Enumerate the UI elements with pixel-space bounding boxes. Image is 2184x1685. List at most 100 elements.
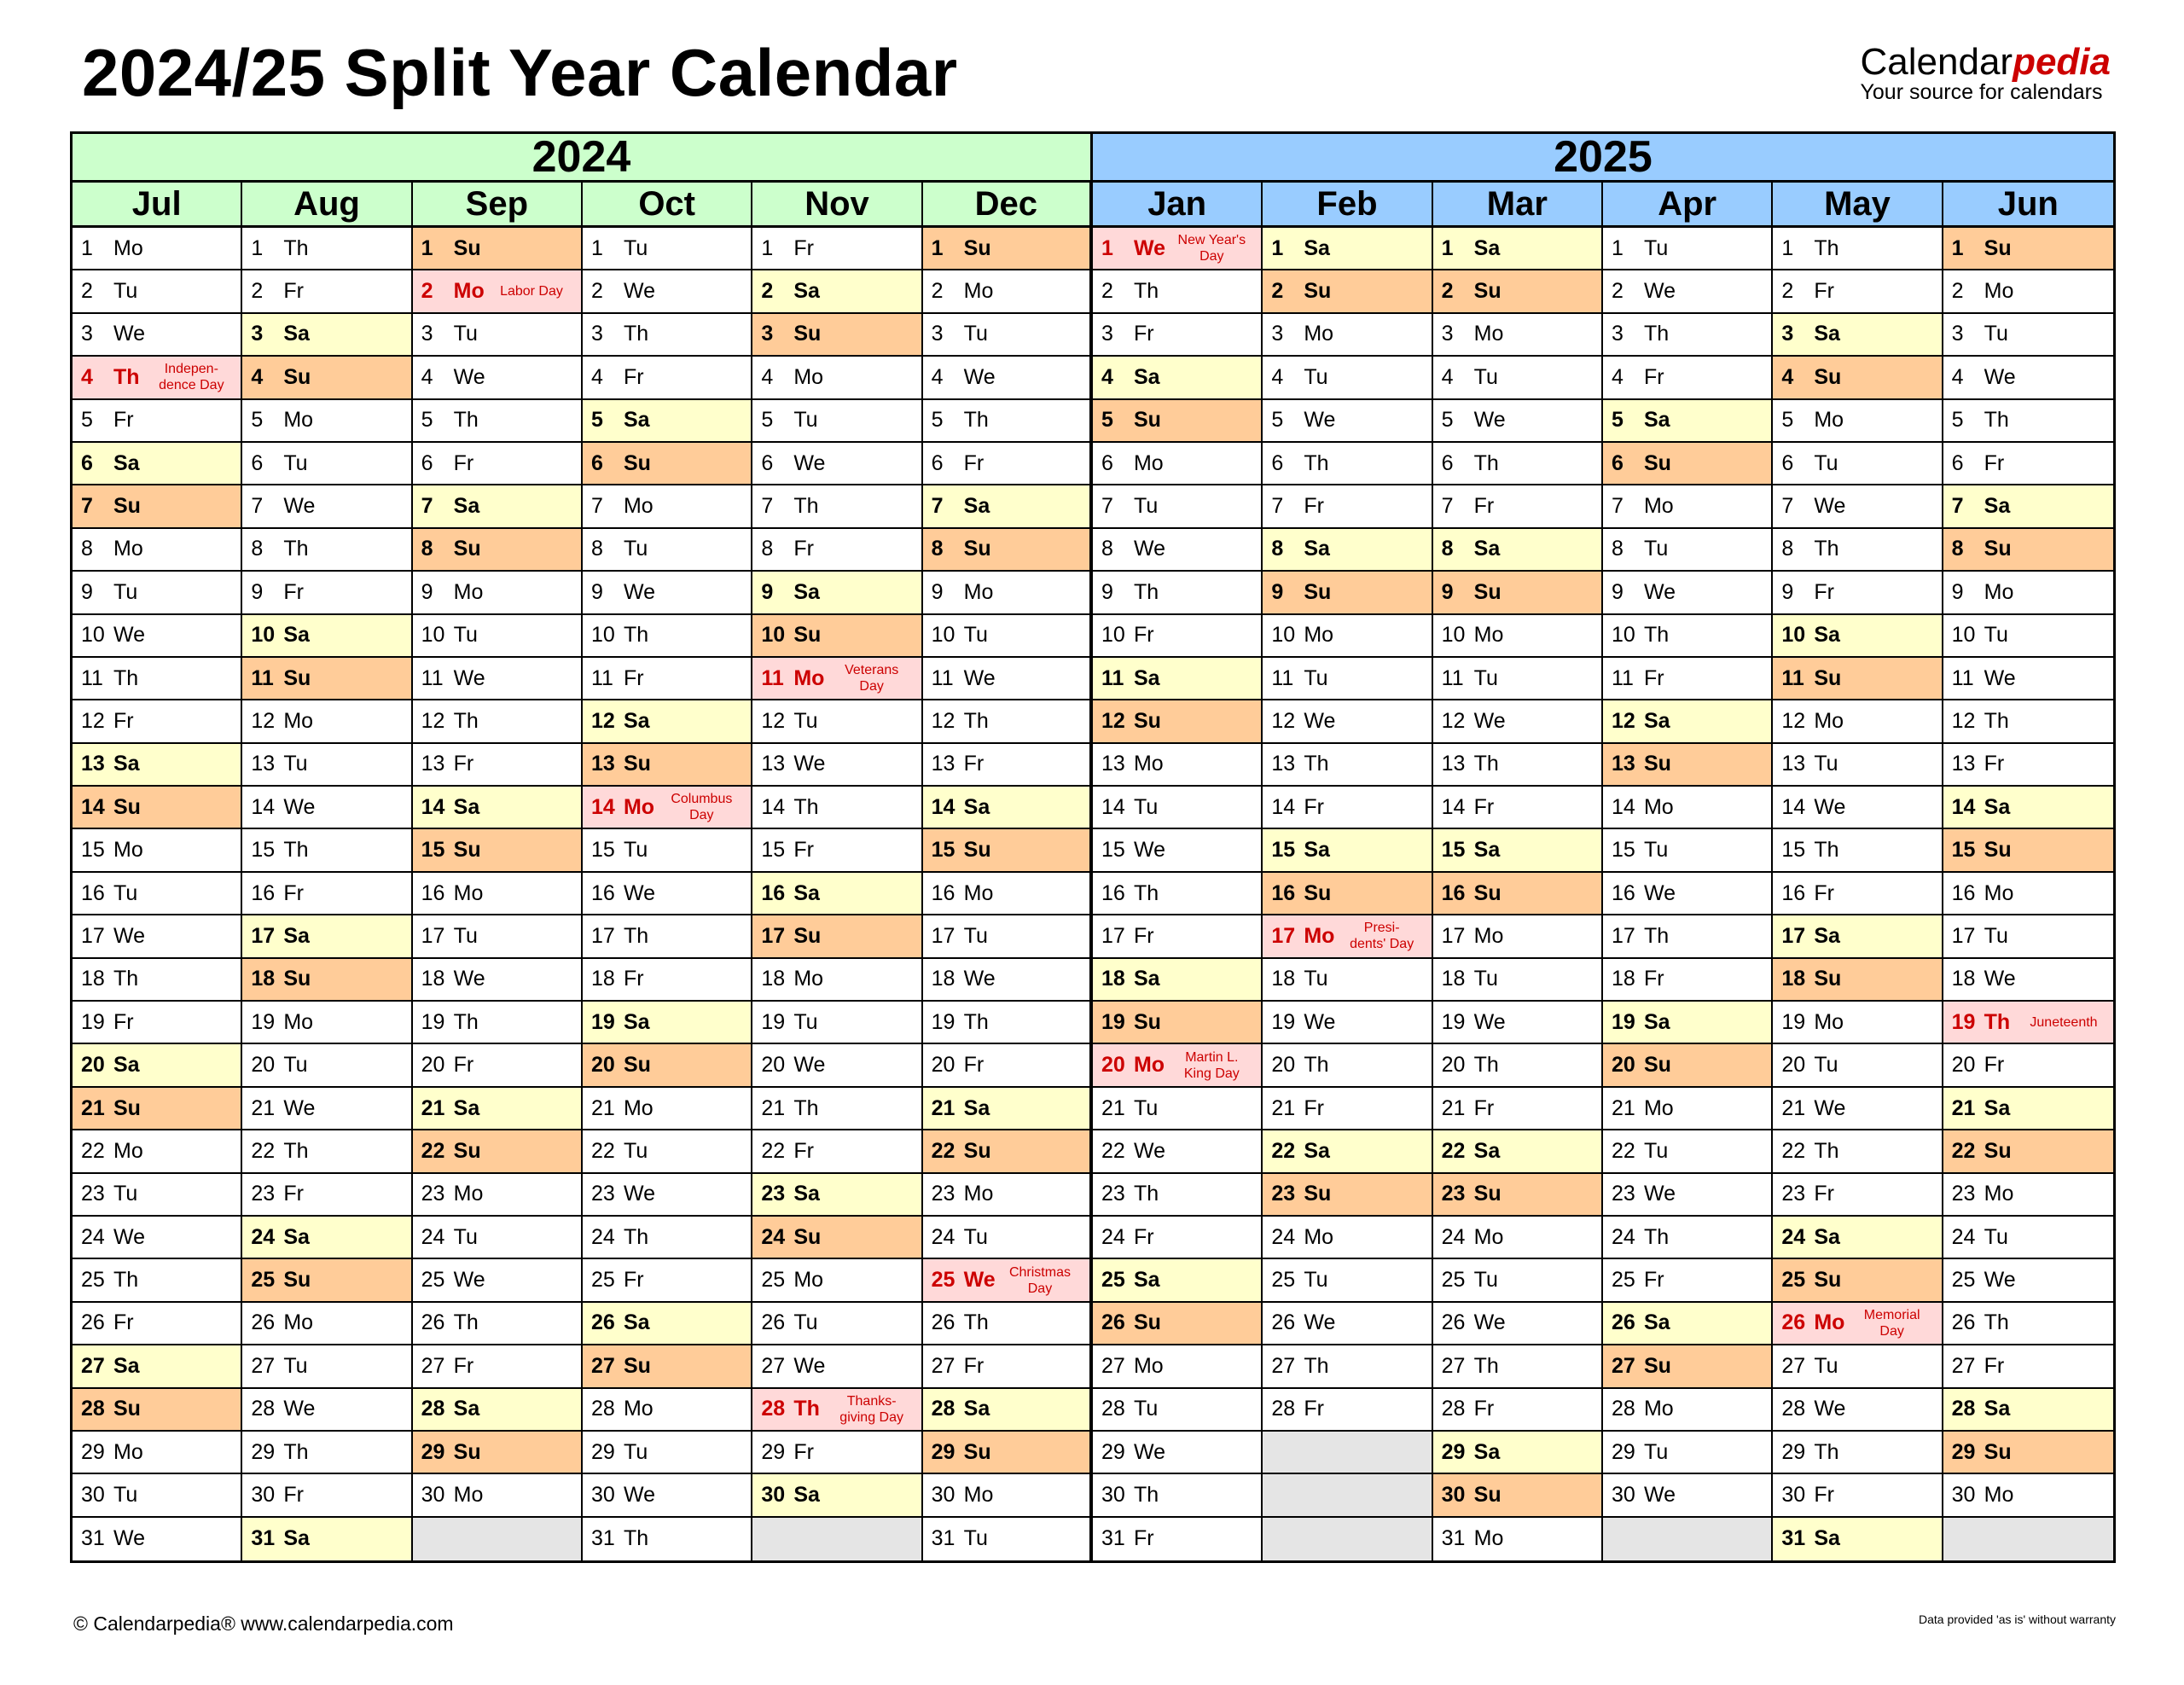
day-number: 12 — [1441, 708, 1466, 733]
day-cell: 17 Fr — [1092, 915, 1262, 959]
weekday-label: Th — [1304, 450, 1329, 475]
day-number: 25 — [421, 1268, 445, 1293]
holiday-day-cell: 25 We Christmas Day — [922, 1259, 1089, 1303]
day-number: 4 — [1611, 364, 1623, 389]
day-number: 16 — [1101, 880, 1125, 905]
weekday-label: Sa — [623, 1310, 650, 1335]
day-number: 30 — [81, 1483, 105, 1508]
day-cell: 25 Su — [1773, 1259, 1942, 1303]
day-number: 1 — [1781, 235, 1794, 260]
weekday-label: Su — [793, 623, 822, 648]
holiday-name: Thanks- giving Day — [839, 1393, 903, 1425]
day-number: 22 — [1781, 1138, 1806, 1163]
day-cell: 12 Th — [1943, 700, 2113, 744]
day-number: 1 — [1441, 235, 1454, 260]
weekday-label: Fr — [1814, 579, 1834, 604]
day-number: 18 — [590, 967, 615, 991]
weekday-label: Mo — [113, 1138, 143, 1163]
day-number: 19 — [1441, 1009, 1466, 1034]
day-cell: 16 Su — [1432, 872, 1601, 916]
day-number: 8 — [81, 537, 93, 561]
weekday-label: Su — [1304, 880, 1332, 905]
day-cell: 15 We — [1092, 829, 1262, 873]
day-cell: 1 Sa — [1432, 228, 1601, 271]
day-cell: 1 Su — [412, 228, 581, 271]
weekday-label: Su — [1643, 1353, 1671, 1378]
weekday-label: Tu — [1473, 967, 1498, 991]
day-cell: 21 Sa — [922, 1087, 1089, 1131]
day-cell: 21 We — [1773, 1088, 1942, 1131]
weekday-label: We — [1814, 494, 1846, 519]
day-cell: 6 Tu — [242, 443, 411, 486]
day-cell: 13 Th — [1432, 744, 1601, 787]
month-column-apr: Apr 1 Tu 2 We 3 Th 4 Fr 5 Sa 6 Su 7 Mo 8 Tu 9 We 10 Th 11 Fr 12… — [1602, 183, 1774, 1561]
weekday-label: Th — [283, 537, 309, 561]
day-number: 7 — [1781, 494, 1794, 519]
day-number: 29 — [81, 1439, 105, 1464]
day-cell: 12 Mo — [1773, 700, 1942, 744]
weekday-label: Th — [283, 1439, 309, 1464]
day-cell: 24 Sa — [1773, 1216, 1942, 1260]
weekday-label: Mo — [1473, 623, 1504, 648]
weekday-label: Su — [963, 1439, 991, 1464]
weekday-label: Fr — [623, 665, 644, 690]
day-number: 24 — [1951, 1224, 1976, 1249]
day-cell: 11 Fr — [1602, 658, 1772, 701]
day-cell: 25 Tu — [1432, 1259, 1601, 1303]
weekday-label: Tu — [1643, 537, 1669, 561]
day-number: 11 — [1271, 665, 1294, 690]
day-cell: 19 Su — [1092, 1002, 1262, 1045]
day-cell: 9 Fr — [1773, 572, 1942, 615]
day-number: 19 — [251, 1009, 276, 1034]
weekday-label: Su — [283, 665, 311, 690]
day-cell: 29 Sa — [1432, 1431, 1601, 1475]
weekday-label: Th — [1984, 708, 2009, 733]
weekday-label: Su — [113, 1397, 141, 1421]
day-cell: 14 Su — [73, 787, 241, 830]
weekday-label: Fr — [1473, 1095, 1495, 1120]
weekday-label: Th — [1643, 623, 1670, 648]
weekday-label: Su — [623, 450, 651, 475]
day-cell: 8 Su — [922, 528, 1089, 572]
holiday-day-cell: 20 Mo Martin L. King Day — [1092, 1044, 1262, 1088]
day-cell: 20 Th — [1432, 1044, 1601, 1088]
day-cell: 1 Mo — [73, 228, 241, 271]
day-number: 4 — [1951, 364, 1964, 389]
day-number: 23 — [81, 1182, 105, 1206]
day-cell: 12 Mo — [242, 700, 411, 744]
day-number: 1 — [1611, 235, 1623, 260]
weekday-label: We — [1643, 1483, 1676, 1508]
day-number: 19 — [761, 1009, 786, 1034]
day-number: 2 — [251, 279, 264, 304]
day-number: 20 — [1271, 1053, 1296, 1078]
weekday-label: Th — [1133, 279, 1159, 304]
weekday-label: Mo — [963, 880, 994, 905]
day-number: 17 — [1441, 923, 1466, 948]
month-header: Nov — [752, 183, 921, 228]
day-cell: 30 Su — [1432, 1474, 1601, 1518]
weekday-label: We — [283, 494, 316, 519]
day-number: 25 — [1101, 1268, 1125, 1293]
day-cell: 27 Fr — [412, 1345, 581, 1389]
day-cell: 14 Sa — [412, 787, 581, 830]
day-cell: 11 Tu — [1263, 658, 1432, 701]
day-cell: 10 We — [73, 615, 241, 658]
day-cell: 25 Su — [242, 1259, 411, 1303]
weekday-label: We — [623, 279, 656, 304]
day-cell: 30 Fr — [1773, 1474, 1942, 1518]
weekday-label: Su — [453, 537, 481, 561]
weekday-label: We — [113, 1224, 146, 1249]
weekday-label: Su — [793, 1224, 822, 1249]
day-cell: 2 Fr — [242, 270, 411, 314]
day-number: 5 — [590, 408, 603, 433]
day-number: 14 — [1271, 794, 1296, 819]
day-cell: 3 Tu — [412, 314, 581, 357]
holiday-name: New Year's Day — [1177, 233, 1246, 264]
day-number: 18 — [1101, 967, 1125, 991]
day-cell: 10 Th — [1602, 615, 1772, 658]
day-cell: 17 Sa — [1773, 915, 1942, 959]
day-number: 31 — [81, 1526, 105, 1551]
day-number: 22 — [81, 1138, 105, 1163]
weekday-label: Th — [1133, 579, 1159, 604]
day-number: 4 — [931, 364, 944, 389]
